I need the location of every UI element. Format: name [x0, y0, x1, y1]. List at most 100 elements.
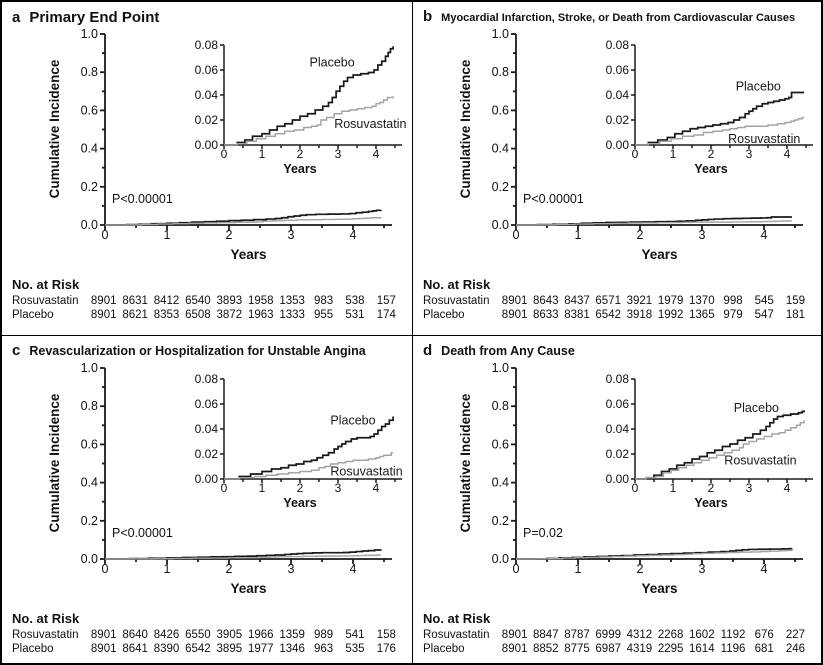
main-placebo-curve [105, 549, 382, 560]
main-x-axis-label: Years [230, 581, 266, 596]
risk-value: 8381 [564, 309, 590, 321]
inset-y-tick-label: 0.06 [195, 63, 219, 77]
risk-value: 6571 [595, 295, 621, 307]
no-at-risk-label: No. at Risk [12, 611, 80, 626]
risk-value: 8901 [501, 629, 528, 641]
inset-x-tick-label: 2 [297, 147, 304, 161]
risk-row: Rosuvastatin 8901 8643 8437 6571 3921 1979 1370… [423, 294, 815, 308]
risk-value: 2268 [657, 629, 684, 641]
risk-value: 8643 [533, 295, 559, 307]
risk-value: 8631 [122, 295, 148, 307]
main-y-tick-label: 0.0 [492, 552, 509, 566]
series-label-rosuvastatin: Rosuvastatin [728, 132, 800, 146]
panel-c-risk-table: No. at Risk Rosuvastatin 8901 8640 8426 6550… [2, 604, 412, 656]
main-x-tick-label: 2 [637, 562, 644, 576]
main-y-axis-label: Cumulative Incidence [458, 393, 473, 532]
risk-row: Rosuvastatin 8901 8847 8787 6999 4312 2268 1602… [423, 628, 815, 642]
panel-b-chart: 0.0 0.2 0.4 0.6 0.8 1.0 0 1 2 3 4 Cumulative Incide… [458, 27, 813, 262]
inset-x-tick-label: 0 [632, 147, 639, 161]
inset-x-tick-label: 3 [746, 481, 753, 495]
risk-row: Rosuvastatin 8901 8640 8426 6550 3905 1966 1359… [12, 628, 406, 642]
risk-value: 8353 [153, 309, 180, 321]
risk-value: 8426 [153, 629, 180, 641]
risk-value: 8787 [564, 629, 590, 641]
risk-value: 979 [723, 309, 743, 321]
risk-value: 998 [723, 295, 743, 307]
main-x-tick-label: 1 [575, 228, 582, 242]
risk-value: 8437 [564, 295, 590, 307]
risk-value: 3905 [216, 629, 243, 641]
series-label-placebo: Placebo [734, 401, 779, 415]
p-value-label: P<0.00001 [112, 192, 173, 206]
main-y-tick-label: 0.6 [81, 103, 98, 117]
risk-value: 6999 [595, 629, 621, 641]
risk-row-values: 8901 8847 8787 6999 4312 2268 1602 1192 676 227 [499, 628, 815, 642]
risk-row-name: Rosuvastatin [12, 629, 79, 641]
main-x-tick-label: 2 [226, 562, 233, 576]
risk-value: 4312 [626, 629, 653, 641]
main-y-tick-label: 1.0 [492, 361, 509, 375]
inset-x-tick-label: 1 [259, 481, 266, 495]
risk-row-values: 8901 8633 8381 6542 3918 1992 1365 979 547 181 [499, 308, 815, 322]
risk-value: 8901 [501, 309, 528, 321]
risk-value: 3895 [216, 643, 243, 655]
main-y-axis-label: Cumulative Incidence [458, 59, 473, 198]
risk-value: 989 [313, 629, 334, 641]
inset-x-tick-label: 3 [335, 481, 342, 495]
panel-d-risk-table: No. at Risk Rosuvastatin 8901 8847 8787 6999… [413, 604, 821, 656]
main-x-tick-label: 0 [102, 228, 109, 242]
panel-c-chart: 0.0 0.2 0.4 0.6 0.8 1.0 0 1 2 3 4 Cumulative Incide… [47, 361, 403, 596]
risk-value: 681 [754, 643, 774, 655]
main-rosuvastatin-curve [516, 220, 792, 226]
risk-value: 8901 [90, 629, 117, 641]
panel-a-risk-table: No. at Risk Rosuvastatin 8901 8631 8412 6540… [2, 270, 412, 322]
panel-a: a Primary End Point 0.0 0.2 0.4 0.6 0.8 1.0 0 1… [2, 2, 412, 335]
risk-value: 6540 [185, 295, 211, 307]
main-x-tick-label: 2 [226, 228, 233, 242]
series-label-rosuvastatin: Rosuvastatin [334, 117, 406, 131]
risk-value: 547 [754, 309, 774, 321]
inset-y-tick-label: 0.02 [195, 113, 219, 127]
inset-x-axis-label: Years [283, 496, 316, 510]
panel-heading: Myocardial Infarction, Stroke, or Death … [441, 12, 796, 24]
risk-row-values: 8901 8852 8775 6987 4319 2295 1614 1196 681 246 [499, 642, 815, 656]
risk-value: 545 [754, 295, 774, 307]
inset-y-tick-label: 0.04 [195, 422, 219, 436]
risk-value: 676 [754, 629, 774, 641]
panel-letter: b [423, 8, 433, 25]
inset-x-tick-label: 4 [784, 481, 791, 495]
inset-placebo-curve [635, 91, 805, 146]
risk-value: 1196 [720, 643, 746, 655]
inset-y-tick-label: 0.00 [195, 138, 219, 152]
series-label-rosuvastatin: Rosuvastatin [724, 453, 796, 467]
main-y-tick-label: 0.0 [81, 552, 98, 566]
risk-value: 1365 [689, 309, 715, 321]
inset-rosuvastatin-curve [224, 452, 394, 480]
risk-value: 1359 [279, 629, 305, 641]
main-y-tick-label: 1.0 [81, 27, 98, 41]
inset-x-tick-label: 0 [221, 481, 228, 495]
risk-value: 8852 [533, 643, 559, 655]
main-placebo-curve [516, 547, 793, 560]
risk-row-name: Placebo [423, 309, 465, 321]
panel-b-title: b Myocardial Infarction, Stroke, or Deat… [413, 2, 821, 26]
risk-value: 3918 [626, 309, 653, 321]
risk-value: 538 [345, 295, 365, 307]
inset-x-tick-label: 2 [708, 147, 715, 161]
main-placebo-curve [516, 216, 792, 226]
series-label-rosuvastatin: Rosuvastatin [330, 465, 402, 479]
risk-value: 2295 [657, 643, 684, 655]
p-value-label: P<0.00001 [112, 526, 173, 540]
panel-heading: Primary End Point [29, 9, 160, 26]
inset-x-tick-label: 1 [670, 481, 677, 495]
main-x-tick-label: 2 [637, 228, 644, 242]
inset-x-tick-label: 0 [221, 147, 228, 161]
risk-value: 1966 [247, 629, 274, 641]
risk-value: 6508 [185, 309, 211, 321]
risk-value: 6987 [595, 643, 621, 655]
inset-y-tick-label: 0.04 [606, 88, 630, 102]
risk-value: 8901 [501, 643, 528, 655]
inset-y-tick-label: 0.00 [195, 472, 219, 486]
risk-row-name: Rosuvastatin [12, 295, 79, 307]
inset-x-axis-label: Years [694, 162, 727, 176]
